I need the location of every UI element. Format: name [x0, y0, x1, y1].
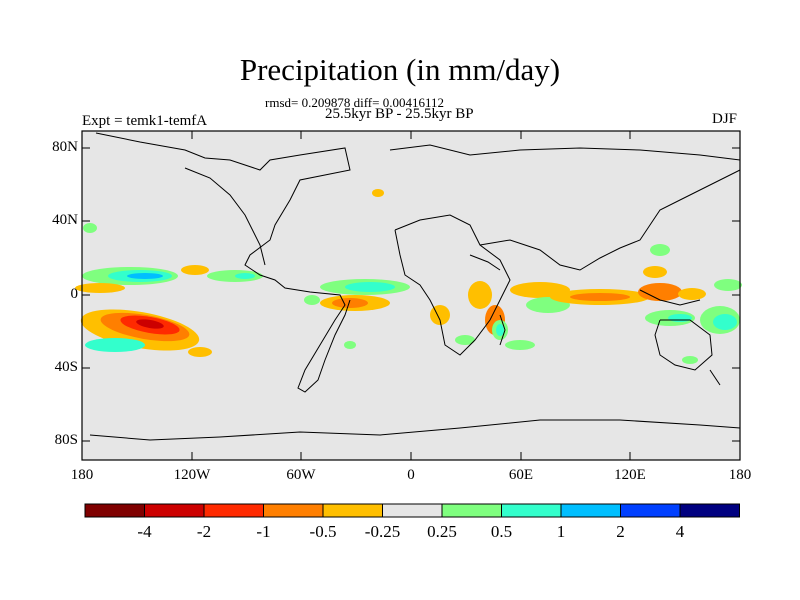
colorbar-label-10: 4 — [675, 522, 685, 541]
colorbar-label-4: -0.5 — [309, 522, 337, 541]
colorbar-box-10 — [620, 503, 681, 518]
lon-label-0: 0 — [407, 467, 415, 483]
colorbar-box-11 — [679, 503, 740, 518]
experiment-label: Expt = temk1-temfA — [82, 113, 208, 129]
colorbar-box-7 — [441, 503, 502, 518]
coastlines — [89, 132, 741, 441]
colorbar-label-7: 0.5 — [490, 522, 513, 541]
colorbar-label-6: 0.25 — [427, 522, 457, 541]
season-label: DJF — [712, 111, 738, 127]
lat-tick-marks — [82, 147, 740, 442]
colorbar-label-1: -4 — [137, 522, 152, 541]
colorbar-box-6 — [382, 503, 443, 518]
lon-tick-marks — [81, 131, 741, 460]
colorbar-label-5: -0.25 — [364, 522, 401, 541]
anomaly-shading — [75, 189, 742, 364]
colorbar-box-9 — [560, 503, 621, 518]
lon-label-180E: 180 — [728, 467, 752, 483]
lat-label-0: 0 — [70, 286, 79, 302]
colorbar-box-4 — [263, 503, 324, 518]
lat-label-40S: 40S — [54, 359, 78, 375]
colorbar-box-3 — [203, 503, 264, 518]
colorbar-label-9: 2 — [616, 522, 625, 541]
colorbar — [84, 503, 740, 518]
colorbar-box-8 — [501, 503, 562, 518]
lon-label-180W: 180 — [70, 467, 94, 483]
plot-title: Precipitation (in mm/day) — [239, 52, 561, 87]
lon-label-120E: 120E — [614, 467, 646, 483]
lat-label-40N: 40N — [52, 212, 78, 228]
lat-label-80S: 80S — [54, 432, 78, 448]
colorbar-label-8: 1 — [556, 522, 566, 541]
lon-label-120W: 120W — [173, 467, 211, 483]
lon-label-60W: 60W — [286, 467, 316, 483]
statistics-line: rmsd= 0.209878 diff= 0.00416112 — [265, 95, 444, 110]
colorbar-box-2 — [144, 503, 205, 518]
colorbar-box-5 — [322, 503, 383, 518]
colorbar-label-2: -2 — [196, 522, 212, 541]
period-subtitle: 25.5kyr BP - 25.5kyr BP — [325, 106, 474, 122]
lat-label-80N: 80N — [52, 139, 78, 155]
lon-label-60E: 60E — [508, 467, 534, 483]
colorbar-label-3: -1 — [256, 522, 271, 541]
colorbar-box-1 — [84, 503, 145, 518]
